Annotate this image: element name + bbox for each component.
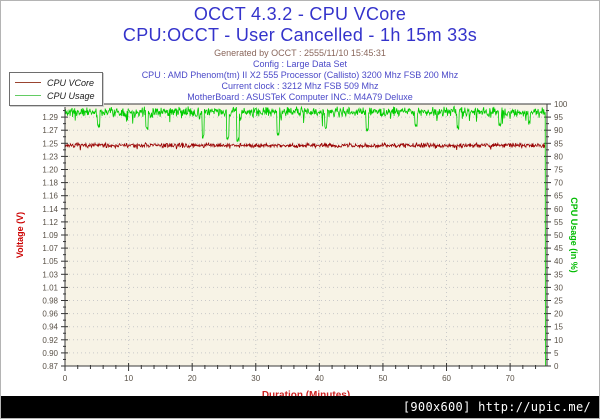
left-axis-tick-label: 0.98 bbox=[42, 297, 58, 306]
right-axis-tick-label: 25 bbox=[554, 297, 563, 306]
right-axis-tick-label: 90 bbox=[554, 126, 563, 135]
right-axis-tick-label: 20 bbox=[554, 310, 563, 319]
left-axis-tick-label: 0.87 bbox=[42, 362, 58, 371]
left-axis-tick-label: 1.25 bbox=[42, 139, 58, 148]
right-axis-tick-label: 80 bbox=[554, 152, 563, 161]
right-axis-tick-label: 15 bbox=[554, 323, 563, 332]
right-axis-tick-label: 75 bbox=[554, 166, 563, 175]
legend-item-vcore: CPU VCore bbox=[15, 76, 95, 89]
left-axis-title: Voltage (V) bbox=[15, 212, 25, 258]
legend-item-usage: CPU Usage bbox=[15, 89, 95, 102]
left-axis-tick-label: 1.01 bbox=[42, 283, 58, 292]
chart-header: OCCT 4.3.2 - CPU VCore CPU:OCCT - User C… bbox=[1, 4, 599, 103]
left-axis-tick-label: 1.09 bbox=[42, 231, 58, 240]
right-axis-tick-label: 55 bbox=[554, 218, 563, 227]
config-line: Config : Large Data Set bbox=[252, 59, 348, 69]
left-axis-tick-label: 1.29 bbox=[42, 113, 58, 122]
x-axis-tick-label: 40 bbox=[315, 374, 324, 383]
legend-label-vcore: CPU VCore bbox=[47, 77, 95, 88]
left-axis-tick-label: 1.05 bbox=[42, 257, 58, 266]
left-axis-tick-label: 0.94 bbox=[42, 323, 58, 332]
left-axis-tick-label: 1.12 bbox=[42, 218, 58, 227]
right-axis-tick-label: 0 bbox=[554, 362, 559, 371]
legend-label-usage: CPU Usage bbox=[47, 90, 95, 101]
cpu-usage-line bbox=[64, 105, 546, 367]
left-axis-tick-label: 0.96 bbox=[42, 310, 58, 319]
left-axis-tick-label: 1.14 bbox=[42, 205, 58, 214]
x-axis-tick-label: 70 bbox=[506, 374, 515, 383]
x-axis-tick-label: 0 bbox=[63, 374, 68, 383]
left-axis-tick-label: 1.23 bbox=[42, 152, 58, 161]
footer-bar: [900x600] http://upic.me/ bbox=[1, 396, 599, 418]
right-axis-tick-label: 30 bbox=[554, 283, 563, 292]
right-axis-tick-label: 65 bbox=[554, 192, 563, 201]
right-axis-tick-label: 5 bbox=[554, 349, 559, 358]
footer-url-text: [900x600] http://upic.me/ bbox=[402, 400, 591, 414]
right-axis-tick-label: 70 bbox=[554, 179, 563, 188]
left-axis-tick-label: 0.92 bbox=[42, 336, 58, 345]
usage-line-swatch bbox=[15, 95, 41, 96]
clock-line: Current clock : 3212 Mhz FSB 509 Mhz bbox=[221, 81, 379, 91]
right-axis-tick-label: 95 bbox=[554, 113, 563, 122]
right-axis-tick-label: 45 bbox=[554, 244, 563, 253]
left-axis-tick-label: 1.03 bbox=[42, 270, 58, 279]
legend: CPU VCore CPU Usage bbox=[9, 72, 103, 106]
right-axis-tick-label: 85 bbox=[554, 139, 563, 148]
right-axis-tick-label: 50 bbox=[554, 231, 563, 240]
cpu-vcore-line bbox=[64, 141, 546, 151]
x-axis-tick-label: 10 bbox=[124, 374, 133, 383]
left-axis-tick-label: 1.07 bbox=[42, 244, 58, 253]
page-title: OCCT 4.3.2 - CPU VCore bbox=[193, 4, 407, 24]
motherboard-line: MotherBoard : ASUSTeK Computer INC.: M4A… bbox=[187, 92, 413, 102]
right-axis-tick-label: 100 bbox=[554, 100, 568, 109]
left-axis-tick-label: 1.16 bbox=[42, 192, 58, 201]
x-axis-tick-label: 20 bbox=[188, 374, 197, 383]
left-axis-tick-label: 1.18 bbox=[42, 179, 58, 188]
vcore-line-swatch bbox=[15, 82, 41, 83]
x-axis-tick-label: 60 bbox=[442, 374, 451, 383]
left-axis-tick-label: 1.27 bbox=[42, 126, 58, 135]
right-axis-title: CPU Usage (in %) bbox=[569, 197, 579, 273]
left-axis-tick-label: 1.20 bbox=[42, 166, 58, 175]
x-axis-title: Duration (Minutes) bbox=[262, 390, 350, 401]
right-axis-tick-label: 40 bbox=[554, 257, 563, 266]
page-subtitle: CPU:OCCT - User Cancelled - 1h 15m 33s bbox=[122, 25, 478, 45]
left-axis-tick-label: 0.90 bbox=[42, 349, 58, 358]
cpu-line: CPU : AMD Phenom(tm) II X2 555 Processor… bbox=[141, 70, 459, 80]
generated-line: Generated by OCCT : 2555/11/10 15:45:31 bbox=[214, 48, 386, 58]
right-axis-tick-label: 60 bbox=[554, 205, 563, 214]
x-axis-tick-label: 50 bbox=[378, 374, 387, 383]
right-axis-tick-label: 35 bbox=[554, 270, 563, 279]
x-axis-tick-label: 30 bbox=[251, 374, 260, 383]
right-axis-tick-label: 10 bbox=[554, 336, 563, 345]
